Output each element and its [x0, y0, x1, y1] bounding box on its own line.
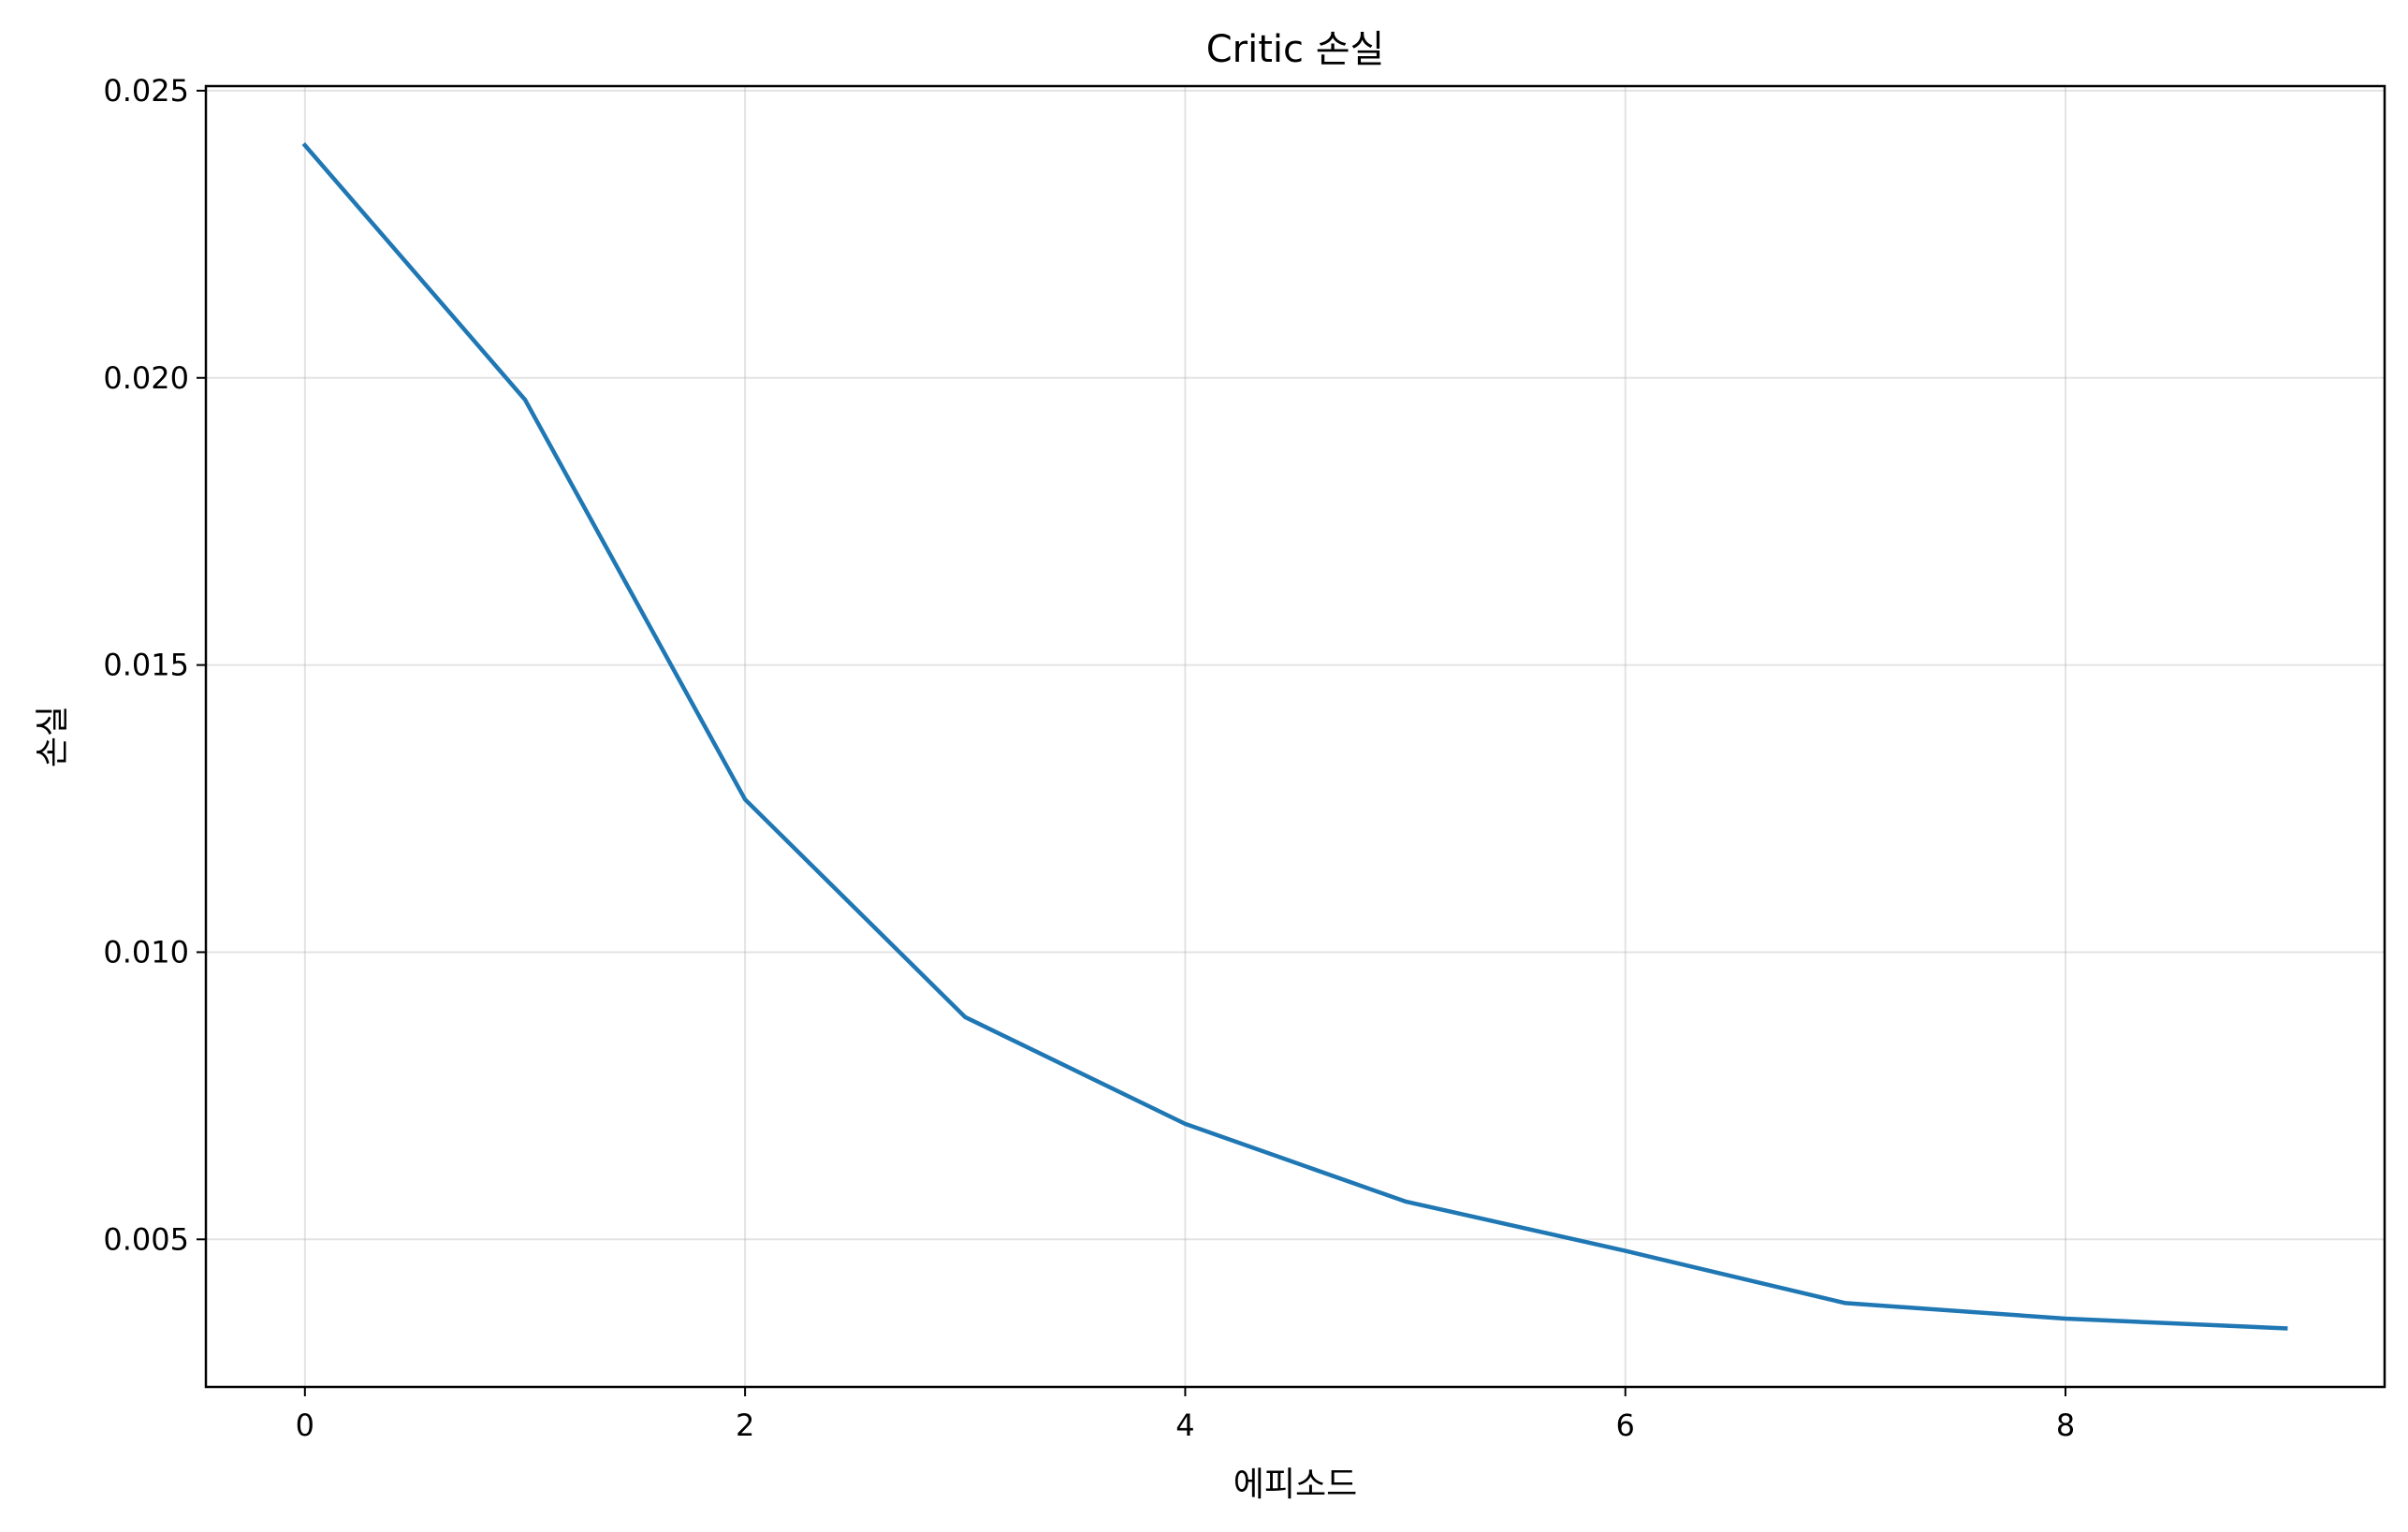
x-tick-label: 4 [1175, 1408, 1194, 1443]
x-axis-label: 에피소드 [1233, 1466, 1357, 1504]
x-tick-label: 8 [2056, 1408, 2075, 1443]
y-tick-label: 0.025 [103, 73, 189, 109]
y-axis-label: 손실 [34, 706, 72, 767]
x-tick-label: 6 [1616, 1408, 1635, 1443]
x-tick-label: 0 [296, 1408, 314, 1443]
y-tick-label: 0.020 [103, 360, 189, 396]
y-tick-label: 0.005 [103, 1221, 189, 1257]
series-line [301, 142, 2288, 1331]
series-layer [301, 142, 2288, 1331]
x-tick-label: 2 [736, 1408, 754, 1443]
y-tick-label: 0.010 [103, 934, 189, 970]
plot-frame [204, 84, 2386, 1389]
grid [206, 86, 2385, 1387]
chart-title: Critic 손실 [1206, 28, 1385, 71]
ticks: 0 2 4 6 8 0.005 0.010 0.015 0.020 0.025 [103, 73, 2075, 1443]
y-tick-label: 0.015 [103, 648, 189, 683]
